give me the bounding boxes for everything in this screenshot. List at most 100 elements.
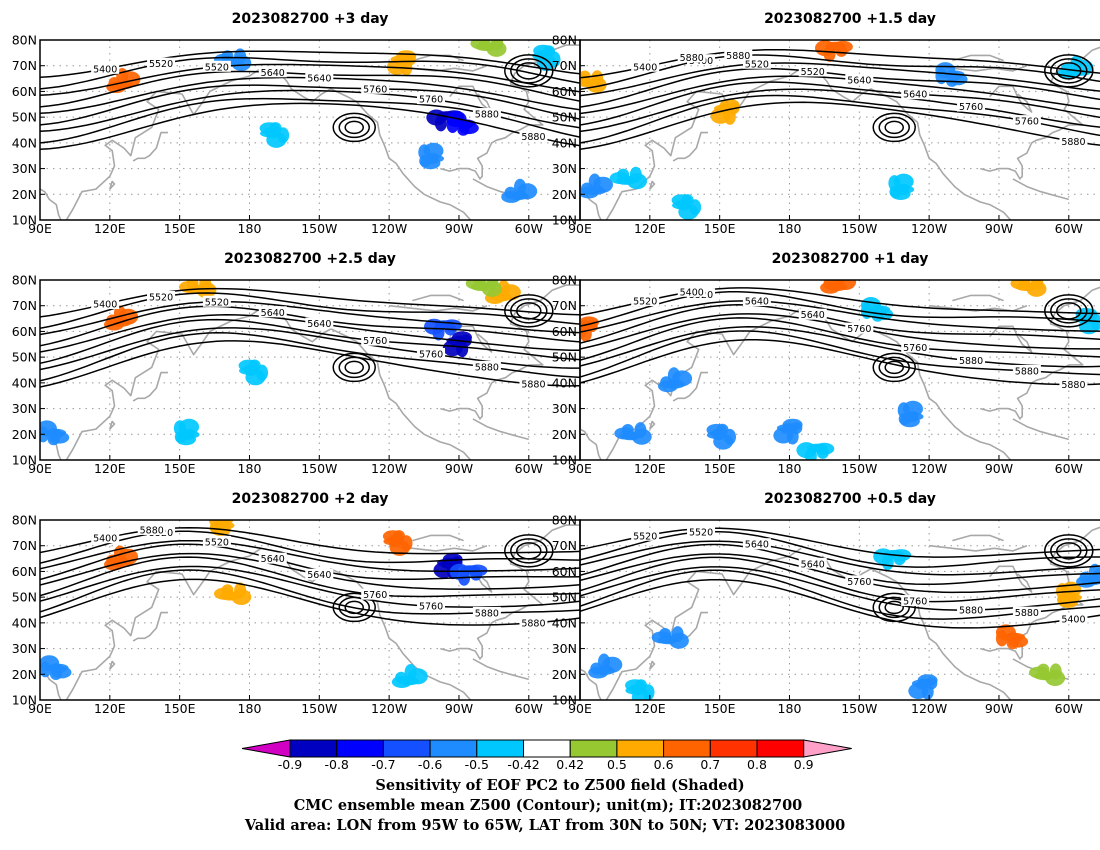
- contour-label-bg: [901, 595, 930, 607]
- contour-label: 5400: [680, 287, 704, 298]
- lon-tick-label: 150E: [704, 221, 736, 236]
- contour-label: 5880: [959, 356, 983, 367]
- shaded-cell: [465, 280, 502, 297]
- shaded-cell: [580, 173, 613, 199]
- lat-tick-label: 20N: [552, 667, 577, 682]
- contour-label: 5760: [903, 343, 927, 354]
- contour-label: 5640: [745, 297, 769, 308]
- shaded-cell: [888, 173, 915, 200]
- contour-label-bg: [742, 57, 771, 69]
- shaded-cell: [238, 359, 269, 386]
- contour-label: 5880: [1015, 366, 1039, 377]
- shaded-cell: [658, 367, 693, 393]
- contour-label-bg: [202, 535, 231, 547]
- lat-tick-label: 20N: [12, 427, 37, 442]
- contour-label-bg: [1012, 115, 1041, 127]
- contour-label: 5760: [363, 84, 387, 95]
- contour-label-bg: [472, 606, 501, 618]
- contour-label-bg: [845, 73, 874, 85]
- contour-labels: 5520552056405640576057605880588058805400: [631, 285, 1088, 391]
- colorbar-box: [382, 739, 431, 758]
- contour-label: 5520: [745, 59, 769, 70]
- z500-contours: [40, 50, 580, 151]
- shaded-cell: [40, 420, 70, 446]
- contour-label-bg: [724, 49, 753, 61]
- contour-label: 5880: [475, 110, 499, 121]
- colorbar-box: [709, 739, 758, 758]
- lon-tick-label: 150W: [841, 461, 877, 476]
- shaded-cell: [614, 422, 652, 445]
- contour-label: 5880: [140, 525, 164, 536]
- contour-label-bg: [519, 616, 548, 628]
- contour-label-bg: [901, 341, 930, 353]
- lat-tick-label: 50N: [12, 350, 37, 365]
- colorbar-box: [289, 739, 338, 758]
- lon-tick-label: 180: [778, 221, 802, 236]
- contour-label: 5520: [689, 528, 713, 539]
- contour-label-bg: [417, 347, 446, 359]
- lon-tick-label: 180: [238, 221, 262, 236]
- lon-tick-label: 120W: [911, 461, 947, 476]
- contour-label: 5400: [1061, 615, 1085, 626]
- lon-tick-label: 180: [238, 461, 262, 476]
- lat-tick-label: 30N: [12, 401, 37, 416]
- contour-label: 5880: [959, 606, 983, 617]
- contour-label: 5760: [847, 324, 871, 335]
- lat-tick-label: 40N: [12, 375, 37, 390]
- shaded-cell: [609, 166, 647, 190]
- lon-tick-label: 120W: [371, 461, 407, 476]
- contour-label: 5760: [1015, 117, 1039, 128]
- lat-tick-label: 80N: [552, 33, 577, 48]
- colorbar-tick-label: -0.9: [278, 757, 302, 772]
- lon-tick-label: 120E: [634, 701, 666, 716]
- lon-tick-label: 150W: [301, 221, 337, 236]
- contour-label: 5640: [801, 559, 825, 570]
- axes: 90E 120E 150E 180 150W 120W 90W 60W 80N 70N 60N 50N…: [12, 33, 543, 237]
- colorbar-min-arrow: [241, 739, 291, 758]
- contour-label-bg: [957, 354, 986, 366]
- panel-grid: 2023082700 +3 day 5400 5520 5520 5640 5640 576…: [12, 11, 1100, 716]
- contour-label-bg: [957, 100, 986, 112]
- shaded-cell: [173, 418, 200, 446]
- lat-tick-label: 40N: [12, 135, 37, 150]
- contour-label-bg: [631, 529, 660, 541]
- lon-tick-label: 90W: [985, 221, 1013, 236]
- contour-label: 5640: [307, 319, 331, 330]
- lon-tick-label: 90E: [568, 221, 592, 236]
- lat-tick-label: 30N: [12, 161, 37, 176]
- contour-label: 5640: [261, 68, 285, 79]
- lat-tick-label: 20N: [12, 187, 37, 202]
- lat-tick-label: 50N: [12, 110, 37, 125]
- contour-label: 5760: [419, 349, 443, 360]
- lon-tick-label: 90E: [568, 461, 592, 476]
- shaded-cell: [588, 653, 623, 679]
- lon-tick-label: 120W: [371, 701, 407, 716]
- shaded-cell: [773, 418, 803, 445]
- contour-label: 5880: [1015, 608, 1039, 619]
- shaded-cell: [625, 679, 655, 700]
- contour-label: 5400: [93, 534, 117, 545]
- contour-label-bg: [361, 82, 390, 94]
- contour-label-bg: [137, 523, 166, 535]
- contour-label: 5880: [1061, 380, 1085, 391]
- lon-tick-label: 90E: [28, 221, 52, 236]
- contour-label-bg: [361, 334, 390, 346]
- caption-line-1: Sensitivity of EOF PC2 to Z500 field (Sh…: [375, 777, 744, 794]
- contour-label-bg: [417, 600, 446, 612]
- contour-label-bg: [901, 88, 930, 100]
- contour-label-bg: [305, 568, 334, 580]
- colorbar-box: [756, 739, 805, 758]
- panel-frame: [579, 39, 1100, 221]
- shaded-cell: [470, 40, 507, 57]
- contour-label-bg: [631, 60, 660, 72]
- colorbar-tick-label: -0.5: [465, 757, 489, 772]
- contour-label: 5640: [261, 308, 285, 319]
- contour-label: 5880: [521, 380, 545, 391]
- contour-label-bg: [798, 308, 827, 320]
- contour-label-bg: [519, 130, 548, 142]
- contour-label-bg: [687, 526, 716, 538]
- colorbar-tick-label: -0.6: [418, 757, 442, 772]
- shaded-cell: [1010, 280, 1047, 297]
- lat-tick-label: 20N: [552, 427, 577, 442]
